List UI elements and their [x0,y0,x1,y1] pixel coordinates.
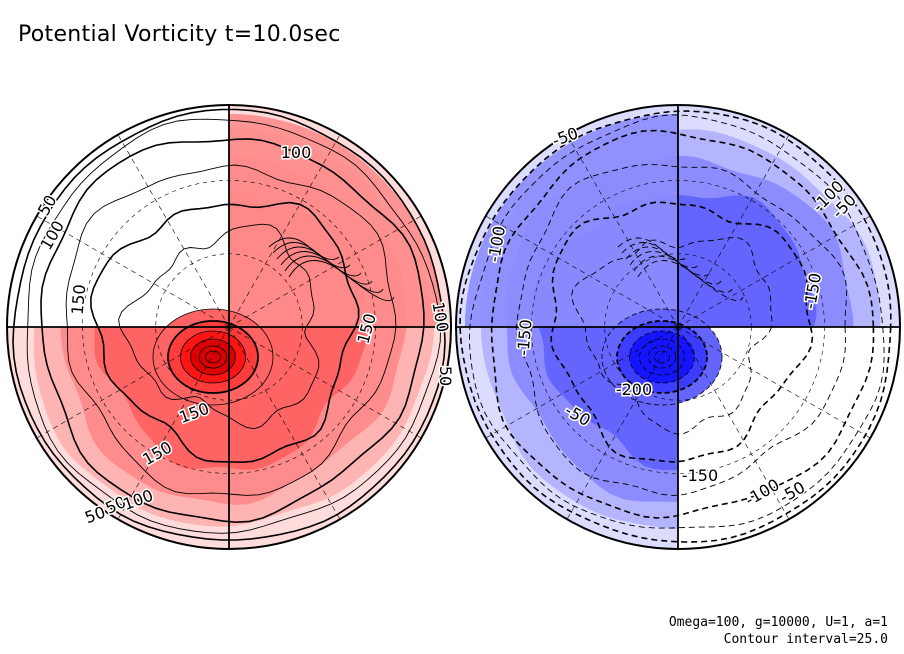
vortex-contour [654,350,670,364]
contour-label: -150 [513,319,535,357]
contour-filament [637,260,744,302]
contour-label: 50 [436,366,455,386]
meridian-line [677,326,871,439]
meridian-line [566,134,679,328]
meridian-line [677,215,871,328]
sector-band [229,113,443,327]
meridian-line [117,134,230,328]
contour-line [459,110,892,543]
meridian-line [228,134,341,328]
parameters-text: Omega=100, g=10000, U=1, a=1 [668,615,888,630]
vortex-contour [205,350,221,364]
meridian-line [228,215,422,328]
meridian-line [566,326,679,520]
contour-label: 150 [68,283,90,315]
meridian-line [228,326,422,439]
meridian-line [485,215,679,328]
south-hemisphere-panel: -50-100-150-150-200-150 -100-50-100-50-50 [455,104,901,550]
meridian-line [485,326,679,439]
uncovered-quadrant [7,105,229,327]
meridian-line [677,134,790,328]
figure-footnote: Omega=100, g=10000, U=1, a=1 Contour int… [669,614,888,648]
contour-label: 100 [281,143,312,162]
panel-rim [6,104,452,550]
chart-title: Potential Vorticity t=10.0sec [18,22,341,47]
meridian-line [36,215,230,328]
contour-interval-text: Contour interval=25.0 [723,632,888,647]
sector-band [464,113,678,328]
contour-filament [288,260,395,302]
panel-rim [455,104,901,550]
contour-filament [621,242,700,269]
contour-label: -200 [616,380,652,399]
meridian-line [677,326,790,520]
contour-label: -150 [682,466,718,485]
uncovered-quadrant [678,327,900,549]
meridian-line [228,326,341,520]
meridian-line [36,326,230,439]
meridian-line [117,326,230,520]
